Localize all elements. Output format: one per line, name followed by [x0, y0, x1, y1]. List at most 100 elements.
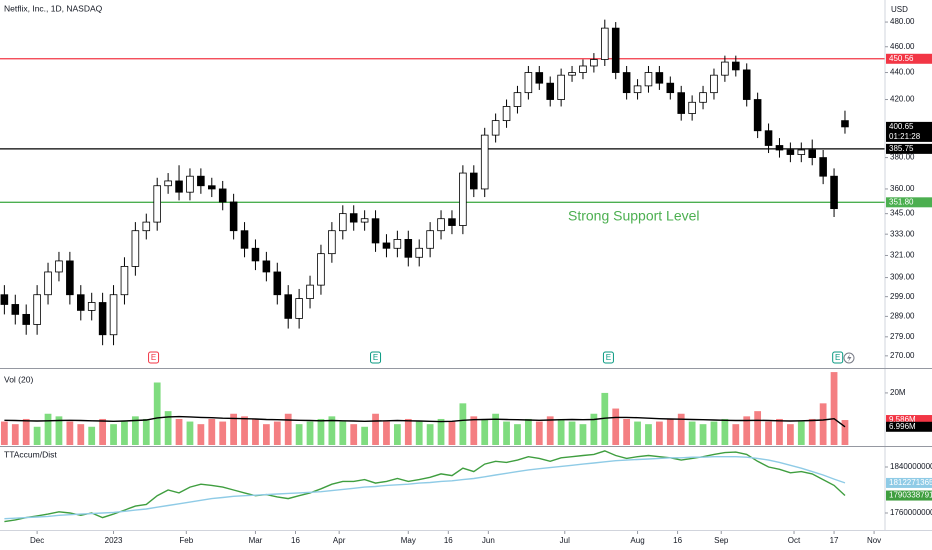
volume-bar [743, 416, 751, 445]
price-label [886, 477, 932, 488]
y-tick-label: 309.00 [890, 273, 915, 282]
price-label [886, 143, 932, 154]
x-tick-label: Jun [482, 536, 495, 545]
candle-body [328, 230, 336, 255]
volume-bar [77, 424, 85, 445]
price-label-text: 1790338791.82 [889, 491, 932, 500]
x-tick-label: Dec [30, 536, 44, 545]
volume-bar [306, 421, 314, 445]
price-label-text: 9.586M [889, 415, 916, 424]
y-tick-label: 1760000000 [890, 508, 932, 517]
candle-body [710, 74, 718, 94]
candle-body [77, 294, 85, 311]
candle-body [153, 185, 161, 223]
y-tick-label: 460.00 [890, 42, 915, 51]
candle-body [197, 175, 205, 187]
volume-bar [350, 424, 358, 445]
volume-bar [393, 424, 401, 445]
earnings-marker-label: E [835, 353, 840, 362]
candle-body [317, 253, 325, 286]
x-tick-label: Oct [788, 536, 801, 545]
candle-body [262, 260, 271, 273]
y-tick-label: 420.00 [890, 95, 915, 104]
volume-bar [732, 424, 740, 445]
candle-body [0, 294, 9, 305]
price-label-text: 450.56 [889, 54, 914, 63]
volume-bar [612, 408, 620, 445]
volume-bar [623, 418, 631, 445]
candle-body [448, 218, 456, 226]
volume-bar [557, 418, 565, 445]
candle-body [415, 247, 423, 258]
candle-body [655, 72, 664, 84]
x-tick-label: Mar [249, 536, 263, 545]
x-tick-label: Apr [333, 536, 346, 545]
volume-bar [787, 424, 794, 445]
candle-body [349, 213, 358, 223]
volume-bar [295, 424, 303, 445]
series-line [4, 456, 846, 520]
candle-body [437, 218, 445, 232]
candle-body [393, 239, 402, 249]
candle-body [764, 130, 773, 146]
volume-bar [142, 418, 150, 445]
annotation: Strong Support Level [568, 208, 700, 224]
candle-body [699, 92, 707, 103]
candle-body [284, 294, 292, 319]
candle-body [611, 27, 620, 73]
volume-bar [361, 426, 369, 445]
candle-body [666, 82, 675, 94]
y-tick-label: 380.00 [890, 153, 915, 162]
volume-bar [601, 392, 609, 445]
volume-bar [230, 413, 238, 445]
volume-bar [808, 418, 816, 445]
x-tick-label: 16 [673, 536, 682, 545]
volume-bar [568, 421, 576, 445]
volume-bar [470, 416, 478, 445]
x-tick-label: Jul [560, 536, 570, 545]
candle-body [33, 294, 41, 325]
candle-body [502, 106, 511, 122]
candle-body [208, 185, 216, 190]
candle-body [491, 120, 500, 136]
volume-bar [437, 418, 445, 445]
candle-body [339, 213, 347, 232]
candle-body [360, 218, 369, 223]
candle-body [513, 92, 522, 107]
volume-bar [776, 418, 783, 445]
volume-bar [546, 416, 554, 445]
x-tick-label: Sep [714, 536, 729, 545]
x-tick-label: 16 [291, 536, 300, 545]
volume-bar [666, 418, 674, 445]
volume-bar [55, 416, 63, 445]
volume-bar [841, 420, 849, 445]
volume-bar [579, 424, 587, 445]
volume-bar [590, 413, 598, 445]
candle-body [535, 72, 544, 84]
volume-bar [252, 418, 259, 445]
x-tick-label: 2023 [105, 536, 123, 545]
volume-bar [22, 418, 30, 445]
candle-body [98, 302, 107, 336]
volume-bar [219, 421, 227, 445]
volume-bar [328, 416, 336, 445]
price-label-text: 385.75 [889, 144, 914, 153]
y-tick-label: 440.00 [890, 68, 915, 77]
volume-bar [121, 421, 128, 445]
candle-body [142, 221, 151, 232]
candle-body [622, 72, 631, 94]
volume-bar [710, 421, 718, 445]
candle-body [688, 101, 696, 114]
plot-layer [0, 19, 885, 523]
volume-bar [164, 411, 172, 445]
volume-bar [88, 426, 96, 445]
event-icon [843, 352, 855, 364]
earnings-marker [370, 351, 382, 364]
candle-body [404, 239, 413, 258]
volume-bar [634, 421, 641, 445]
candle-body [371, 218, 380, 244]
candle-body [229, 201, 238, 232]
volume-bar [186, 421, 194, 445]
